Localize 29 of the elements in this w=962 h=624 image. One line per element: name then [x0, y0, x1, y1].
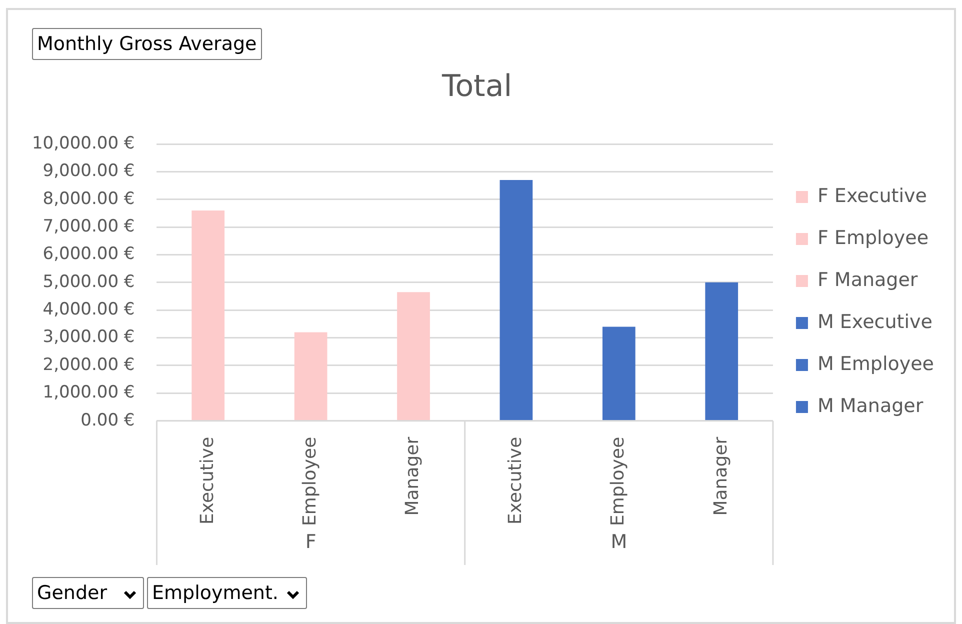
y-tick-label: 7,000.00 €: [42, 216, 135, 236]
legend-label: M Executive: [817, 310, 932, 333]
y-tick-label: 9,000.00 €: [42, 161, 135, 182]
legend-label: M Employee: [817, 352, 934, 375]
x-tick-label: Manager: [710, 436, 732, 516]
y-tick-label: 4,000.00 €: [42, 300, 135, 320]
x-tick-label: Executive: [504, 436, 526, 524]
y-tick-label: 6,000.00 €: [42, 244, 135, 264]
text: Monthly Gross Average: [37, 33, 257, 55]
y-tick-label: 1,000.00 €: [42, 382, 135, 403]
y-tick-label: 10,000.00 €: [32, 133, 135, 154]
x-tick-label: Manager: [402, 436, 424, 516]
x-tick-label: Executive: [196, 436, 218, 524]
y-tick-label: 2,000.00 €: [42, 354, 135, 375]
legend-label: F Manager: [817, 268, 918, 291]
y-tick-label: 0.00 €: [80, 410, 135, 430]
text: Employment.: [152, 582, 278, 604]
legend-label: F Executive: [817, 184, 927, 207]
legend-label: M Manager: [817, 394, 924, 417]
text: F: [305, 530, 316, 553]
text: Gender: [37, 582, 108, 604]
text: M: [610, 530, 628, 553]
y-tick-label: 3,000.00 €: [42, 327, 135, 348]
y-tick-label: 8,000.00 €: [42, 188, 135, 209]
chart-title: Total: [440, 68, 512, 104]
legend-label: F Employee: [817, 226, 929, 249]
y-tick-label: 5,000.00 €: [42, 272, 135, 292]
x-tick-label: Employee: [608, 436, 629, 526]
x-tick-label: Employee: [299, 436, 320, 526]
